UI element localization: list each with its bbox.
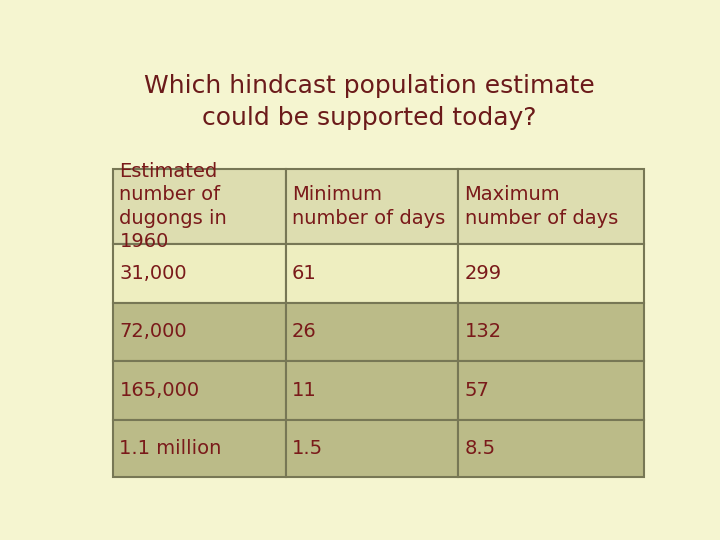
Bar bbox=[286, 420, 459, 477]
Bar bbox=[459, 303, 644, 361]
Bar bbox=[286, 303, 459, 361]
Text: 1.1 million: 1.1 million bbox=[120, 439, 222, 458]
Bar bbox=[459, 361, 644, 420]
Text: 61: 61 bbox=[292, 264, 317, 283]
Bar bbox=[459, 244, 644, 303]
Bar bbox=[113, 244, 286, 303]
Text: 8.5: 8.5 bbox=[464, 439, 495, 458]
Text: 1.5: 1.5 bbox=[292, 439, 323, 458]
Bar bbox=[113, 168, 286, 244]
Bar bbox=[286, 361, 459, 420]
Text: 26: 26 bbox=[292, 322, 317, 341]
Bar bbox=[459, 168, 644, 244]
Text: Estimated
number of
dugongs in
1960: Estimated number of dugongs in 1960 bbox=[120, 162, 228, 251]
Bar bbox=[113, 420, 286, 477]
Text: Which hindcast population estimate
could be supported today?: Which hindcast population estimate could… bbox=[143, 74, 595, 130]
Text: Minimum
number of days: Minimum number of days bbox=[292, 185, 445, 228]
Text: 31,000: 31,000 bbox=[120, 264, 187, 283]
Text: 299: 299 bbox=[464, 264, 502, 283]
Text: 72,000: 72,000 bbox=[120, 322, 187, 341]
Bar bbox=[113, 303, 286, 361]
Bar bbox=[286, 244, 459, 303]
Text: Maximum
number of days: Maximum number of days bbox=[464, 185, 618, 228]
Text: 11: 11 bbox=[292, 381, 317, 400]
Text: 165,000: 165,000 bbox=[120, 381, 199, 400]
Bar bbox=[459, 420, 644, 477]
Bar bbox=[113, 361, 286, 420]
Text: 57: 57 bbox=[464, 381, 490, 400]
Bar bbox=[286, 168, 459, 244]
Text: 132: 132 bbox=[464, 322, 502, 341]
